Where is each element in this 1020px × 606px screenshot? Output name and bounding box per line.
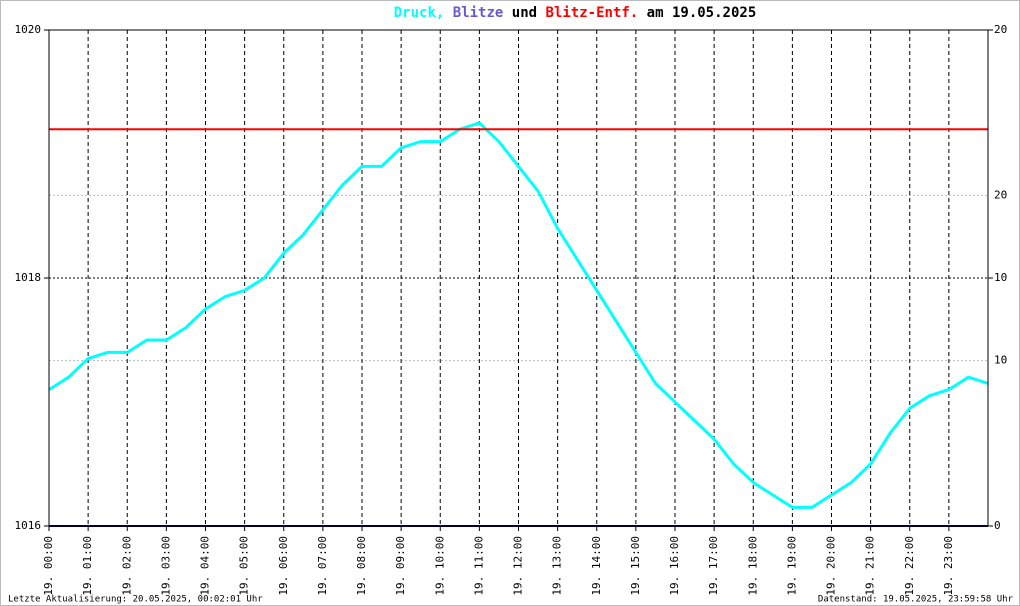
y2-tick-label: 10	[994, 271, 1007, 284]
x-tick-label: 19. 15:00	[629, 536, 642, 596]
footer-left: Letzte Aktualisierung: 20.05.2025, 00:02…	[8, 595, 263, 605]
x-tick-label: 19. 03:00	[159, 536, 172, 596]
x-tick-label: 19. 13:00	[551, 536, 564, 596]
x-tick-label: 19. 01:00	[81, 536, 94, 596]
x-tick-label: 19. 18:00	[746, 536, 759, 596]
x-tick-label: 19. 05:00	[238, 536, 251, 596]
footer-right: Datenstand: 19.05.2025, 23:59:58 Uhr	[818, 595, 1014, 605]
y2-tick-label: 0	[994, 519, 1001, 532]
title-part: Blitze	[453, 5, 504, 21]
title-part: am 19.05.2025	[647, 5, 757, 21]
y-tick-label: 1016	[15, 519, 42, 532]
x-tick-label: 19. 14:00	[590, 536, 603, 596]
x-tick-label: 19. 02:00	[120, 536, 133, 596]
title-part: Druck,	[394, 5, 445, 21]
y3-tick-label: 20	[994, 188, 1007, 201]
plot-frame	[48, 29, 989, 527]
series-line	[48, 121, 989, 509]
y2-tick-label: 20	[994, 23, 1007, 36]
title-part: und	[512, 5, 537, 21]
title-part: Blitz-Entf.	[546, 5, 639, 21]
x-tick-label: 19. 12:00	[512, 536, 525, 596]
x-tick-label: 19. 07:00	[316, 536, 329, 596]
x-tick-label: 19. 23:00	[942, 536, 955, 596]
chart-title: Druck, Blitze und Blitz-Entf. am 19.05.2…	[394, 5, 757, 21]
x-tick-label: 19. 00:00	[42, 536, 55, 596]
x-tick-label: 19. 21:00	[864, 536, 877, 596]
x-tick-label: 19. 16:00	[668, 536, 681, 596]
y-tick-label: 1020	[15, 23, 42, 36]
x-tick-label: 19. 19:00	[785, 536, 798, 596]
x-tick-label: 19. 06:00	[277, 536, 290, 596]
x-tick-label: 19. 04:00	[199, 536, 212, 596]
x-tick-label: 19. 17:00	[707, 536, 720, 596]
x-tick-label: 19. 22:00	[903, 536, 916, 596]
y-tick-label: 1018	[15, 271, 42, 284]
x-tick-label: 19. 10:00	[433, 536, 446, 596]
x-tick-label: 19. 20:00	[825, 536, 838, 596]
y3-tick-label: 10	[994, 354, 1007, 367]
x-tick-label: 19. 08:00	[355, 536, 368, 596]
x-tick-label: 19. 09:00	[394, 536, 407, 596]
x-tick-label: 19. 11:00	[472, 536, 485, 596]
